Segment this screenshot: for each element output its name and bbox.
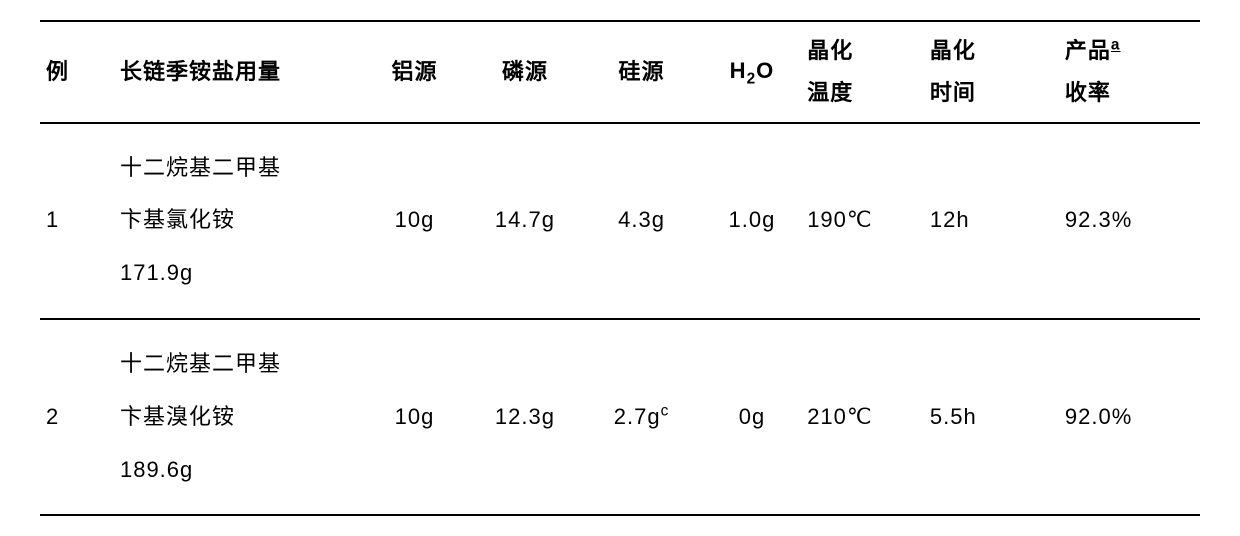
cell-h2o: 1.0g [697, 123, 807, 319]
table-row: 1 十二烷基二甲基 卞基氯化铵 171.9g 10g 14.7g 4.3g 1.… [40, 123, 1200, 319]
salt-line: 189.6g [120, 444, 365, 497]
cell-yield: 92.3% [1065, 123, 1200, 319]
salt-line: 卞基溴化铵 [120, 391, 365, 444]
salt-line: 171.9g [120, 247, 365, 300]
salt-line: 十二烷基二甲基 [120, 142, 365, 195]
col-header-yield: 产品a收率 [1065, 21, 1200, 123]
col-header-p-source: 磷源 [464, 21, 587, 123]
col-header-example: 例 [40, 21, 120, 123]
col-header-salt: 长链季铵盐用量 [120, 21, 365, 123]
table-body: 1 十二烷基二甲基 卞基氯化铵 171.9g 10g 14.7g 4.3g 1.… [40, 123, 1200, 516]
cell-al: 10g [365, 123, 463, 319]
salt-line: 卞基氯化铵 [120, 194, 365, 247]
cell-si: 2.7gc [586, 319, 696, 515]
cell-p: 12.3g [464, 319, 587, 515]
cell-al: 10g [365, 319, 463, 515]
cell-time: 5.5h [930, 319, 1065, 515]
col-header-si-source: 硅源 [586, 21, 696, 123]
cell-h2o: 0g [697, 319, 807, 515]
col-header-h2o: H2O [697, 21, 807, 123]
salt-line: 十二烷基二甲基 [120, 338, 365, 391]
cell-example: 1 [40, 123, 120, 319]
cell-time: 12h [930, 123, 1065, 319]
cell-yield: 92.0% [1065, 319, 1200, 515]
cell-example: 2 [40, 319, 120, 515]
table-row: 2 十二烷基二甲基 卞基溴化铵 189.6g 10g 12.3g 2.7gc 0… [40, 319, 1200, 515]
cell-p: 14.7g [464, 123, 587, 319]
cell-salt: 十二烷基二甲基 卞基溴化铵 189.6g [120, 319, 365, 515]
col-header-al-source: 铝源 [365, 21, 463, 123]
table-header-row: 例 长链季铵盐用量 铝源 磷源 硅源 H2O 晶化温度 晶化时间 产品a收率 [40, 21, 1200, 123]
cell-temp: 210℃ [807, 319, 930, 515]
cell-salt: 十二烷基二甲基 卞基氯化铵 171.9g [120, 123, 365, 319]
cell-temp: 190℃ [807, 123, 930, 319]
col-header-cryst-temp: 晶化温度 [807, 21, 930, 123]
cell-si: 4.3g [586, 123, 696, 319]
col-header-cryst-time: 晶化时间 [930, 21, 1065, 123]
synthesis-table: 例 长链季铵盐用量 铝源 磷源 硅源 H2O 晶化温度 晶化时间 产品a收率 1… [40, 20, 1200, 516]
